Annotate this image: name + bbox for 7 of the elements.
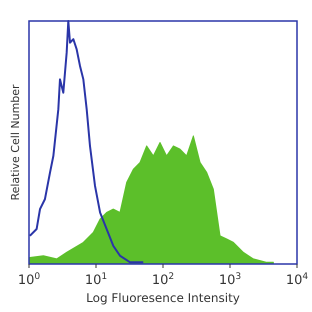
x-tick-label: 10$^{0}$	[18, 272, 40, 288]
x-tick-label: 10$^{3}$	[218, 272, 242, 288]
x-tick-label: 10$^{1}$	[84, 272, 108, 288]
x-tick-label: 10$^{4}$	[286, 272, 308, 288]
y-axis-title: Relative Cell Number	[9, 84, 22, 201]
x-axis-title: Log Fluoresence Intensity	[86, 291, 240, 305]
x-tick-label: 10$^{2}$	[152, 272, 174, 288]
